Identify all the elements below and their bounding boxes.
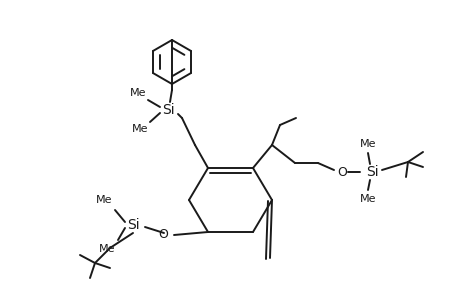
Text: Si: Si — [365, 165, 377, 179]
Text: Me: Me — [131, 124, 148, 134]
Text: O: O — [336, 166, 346, 178]
Text: Me: Me — [98, 244, 115, 254]
Text: Si: Si — [161, 103, 174, 117]
Text: Me: Me — [95, 195, 112, 205]
Text: Me: Me — [129, 88, 146, 98]
Text: O: O — [158, 229, 168, 242]
Text: Me: Me — [359, 139, 375, 149]
Text: Me: Me — [359, 194, 375, 204]
Text: Si: Si — [126, 218, 139, 232]
